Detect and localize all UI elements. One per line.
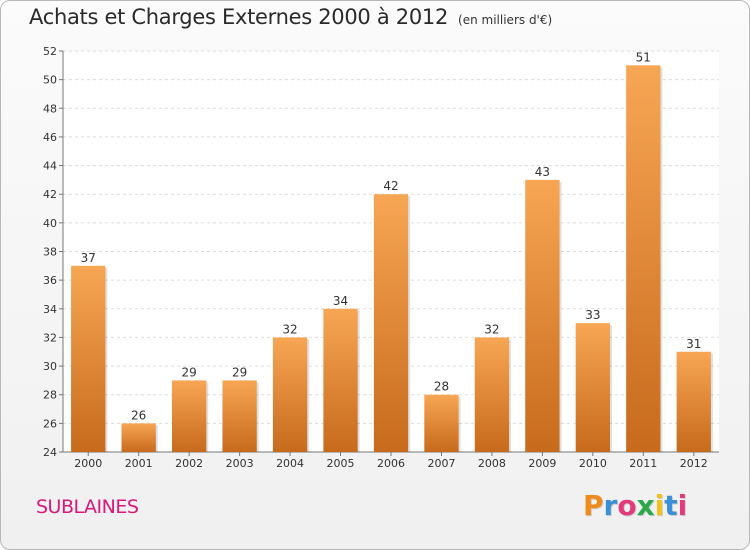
y-tick-label: 28 [43, 389, 57, 402]
logo-letter: t [664, 489, 678, 522]
data-label: 37 [81, 251, 96, 265]
x-tick-label: 2001 [125, 457, 153, 470]
bar [626, 65, 661, 453]
bar [121, 423, 156, 452]
y-tick-label: 26 [43, 417, 57, 430]
chart-title: Achats et Charges Externes 2000 à 2012 (e… [29, 5, 552, 29]
y-tick-label: 52 [43, 45, 57, 58]
bar [272, 337, 308, 452]
bar [171, 380, 207, 452]
y-tick-label: 48 [43, 102, 57, 115]
x-tick-label: 2002 [175, 457, 203, 470]
bar [676, 351, 711, 452]
chart-unit: (en milliers d'€) [458, 13, 553, 27]
data-label: 32 [282, 322, 297, 336]
logo-letter: x [636, 489, 655, 522]
proxiti-logo: Proxiti [583, 489, 687, 522]
commune-name: SUBLAINES [36, 496, 139, 518]
bar [373, 194, 409, 452]
bar [474, 337, 510, 452]
x-tick-label: 2005 [327, 457, 355, 470]
data-label: 32 [484, 322, 499, 336]
data-label: 33 [585, 308, 600, 322]
bars [71, 65, 713, 453]
bar [71, 265, 106, 452]
data-label: 31 [686, 337, 701, 351]
bar [525, 179, 560, 452]
axes: 24 26 28 30 32 34 36 38 40 42 44 46 48 50 52 2000 2001 20… [43, 45, 719, 470]
x-tick-label: 2003 [226, 457, 254, 470]
x-tick-label: 2004 [276, 457, 304, 470]
data-label: 28 [434, 380, 449, 394]
y-tick-label: 34 [43, 303, 57, 316]
logo-letter: o [617, 489, 637, 522]
data-label: 34 [333, 294, 348, 308]
x-tick-label: 2006 [377, 457, 405, 470]
y-tick-label: 46 [43, 131, 57, 144]
y-tick-label: 40 [43, 217, 57, 230]
bar [424, 394, 459, 452]
data-label: 42 [383, 179, 398, 193]
bar [575, 323, 611, 452]
logo-letter: i [654, 489, 665, 522]
logo-letter: r [603, 489, 618, 522]
y-tick-label: 42 [43, 188, 57, 201]
y-tick-label: 38 [43, 246, 57, 259]
x-tick-label: 2008 [478, 457, 506, 470]
y-tick-label: 32 [43, 331, 57, 344]
x-tick-label: 2010 [579, 457, 607, 470]
y-tick-label: 36 [43, 274, 57, 287]
bar [222, 380, 257, 452]
x-tick-label: 2007 [427, 457, 455, 470]
x-tick-label: 2011 [629, 457, 657, 470]
x-tick-label: 2009 [528, 457, 556, 470]
logo-letter: P [583, 489, 604, 522]
data-label: 43 [535, 165, 550, 179]
chart-title-text: Achats et Charges Externes 2000 à 2012 [29, 5, 449, 29]
y-tick-label: 44 [43, 160, 57, 173]
x-tick-label: 2012 [680, 457, 708, 470]
data-label: 29 [232, 365, 247, 379]
data-label: 29 [182, 365, 197, 379]
data-label: 26 [131, 408, 146, 422]
y-tick-label: 30 [43, 360, 57, 373]
x-tick-label: 2000 [74, 457, 102, 470]
bar [323, 308, 358, 452]
logo-letter: i [677, 489, 688, 522]
y-tick-label: 24 [43, 446, 57, 459]
y-tick-label: 50 [43, 74, 57, 87]
data-label: 51 [636, 50, 651, 64]
value-labels: 37 26 29 29 32 34 42 28 32 43 33 51 31 [81, 50, 702, 422]
